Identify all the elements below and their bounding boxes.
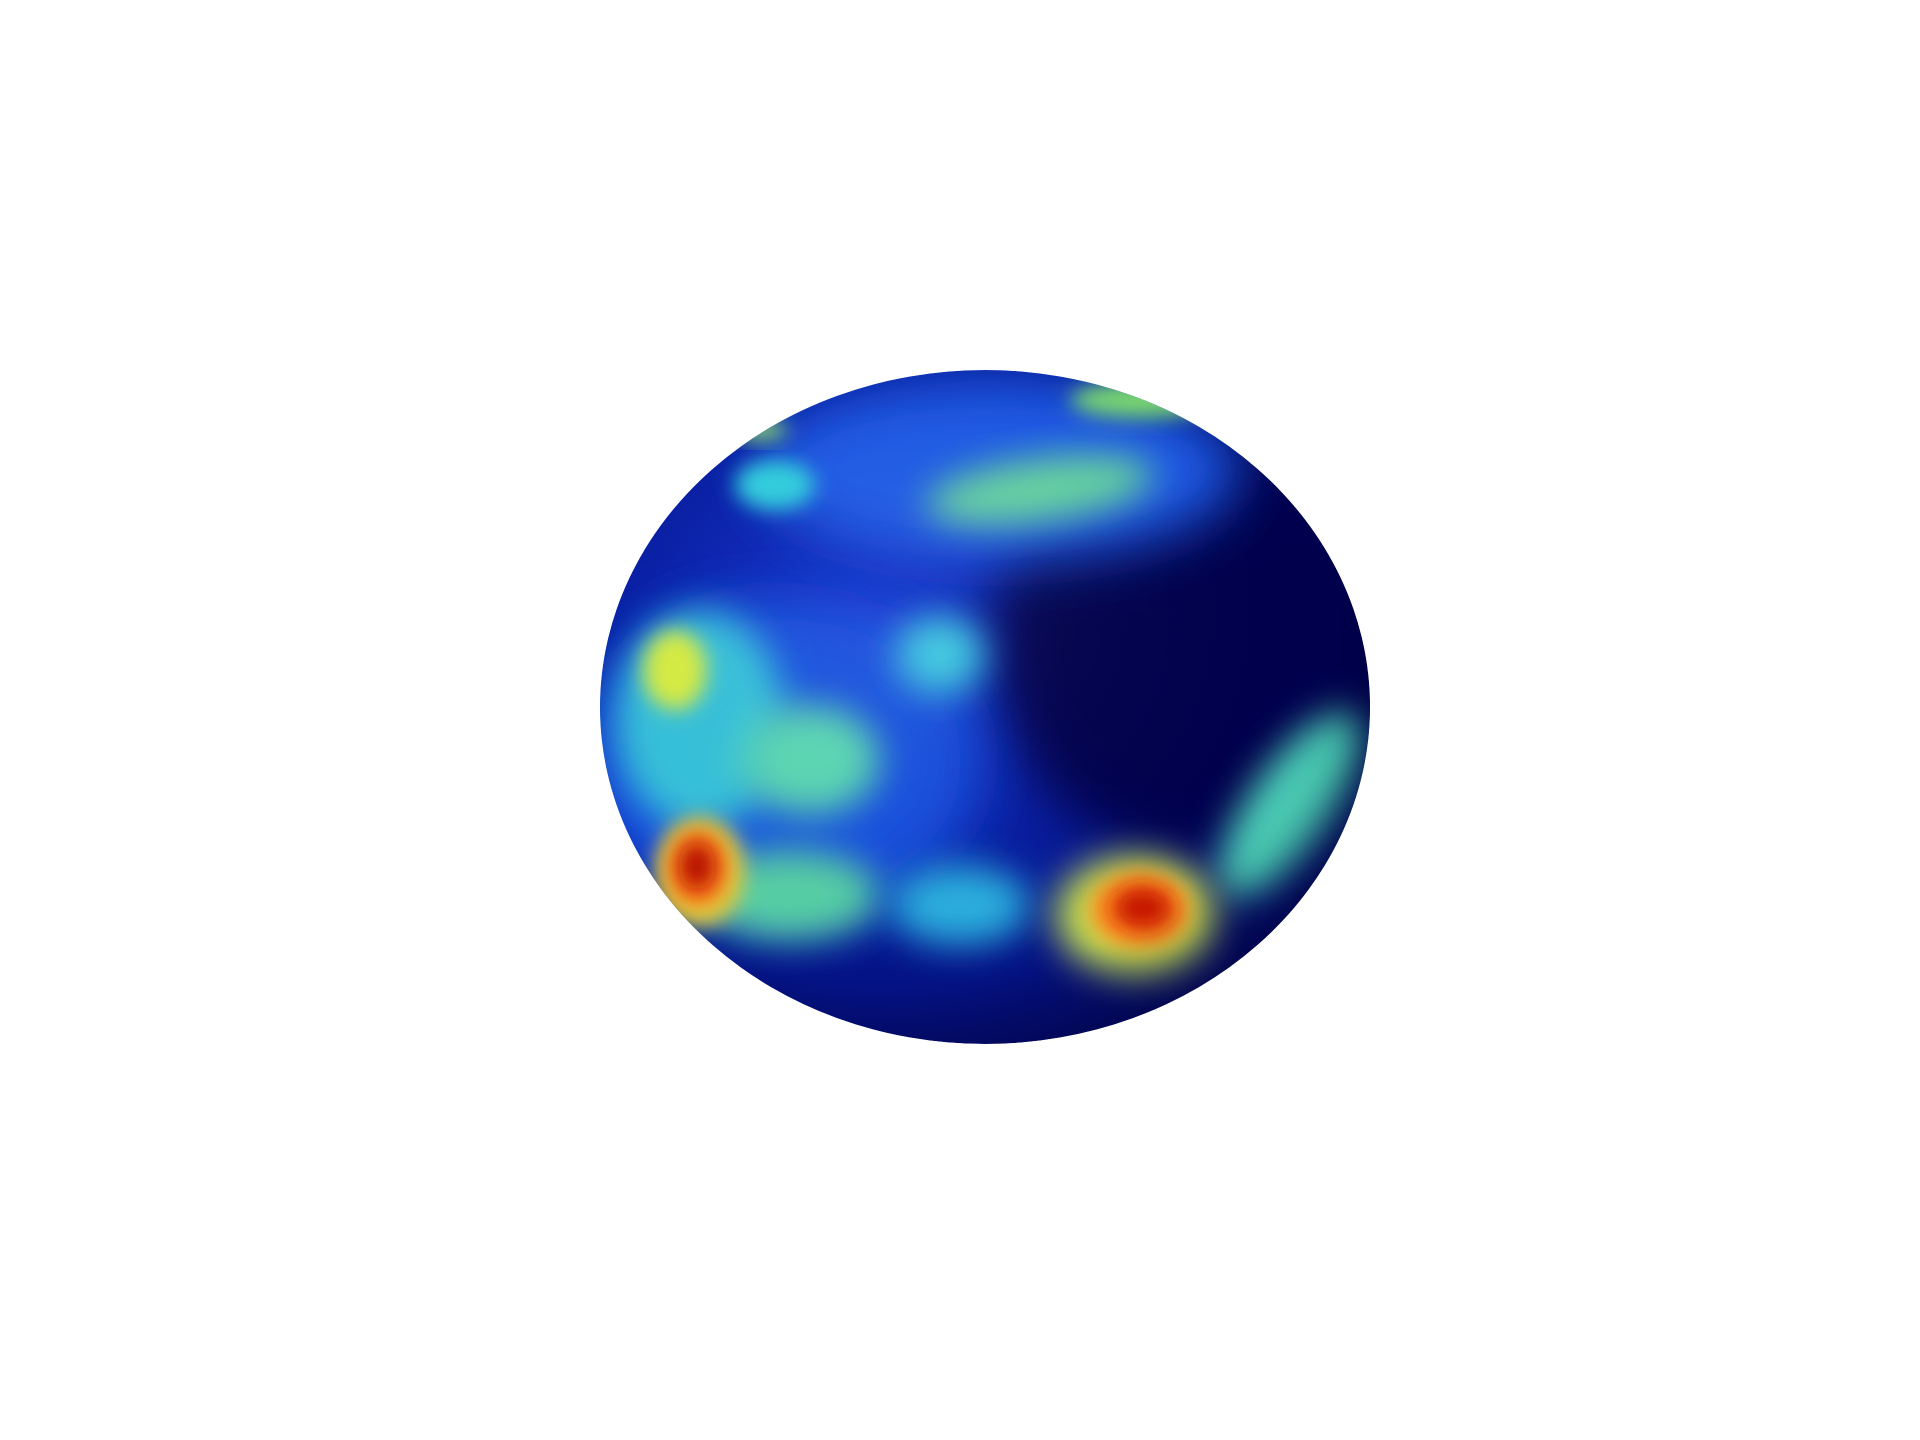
- sphere-shading: [600, 370, 1370, 1044]
